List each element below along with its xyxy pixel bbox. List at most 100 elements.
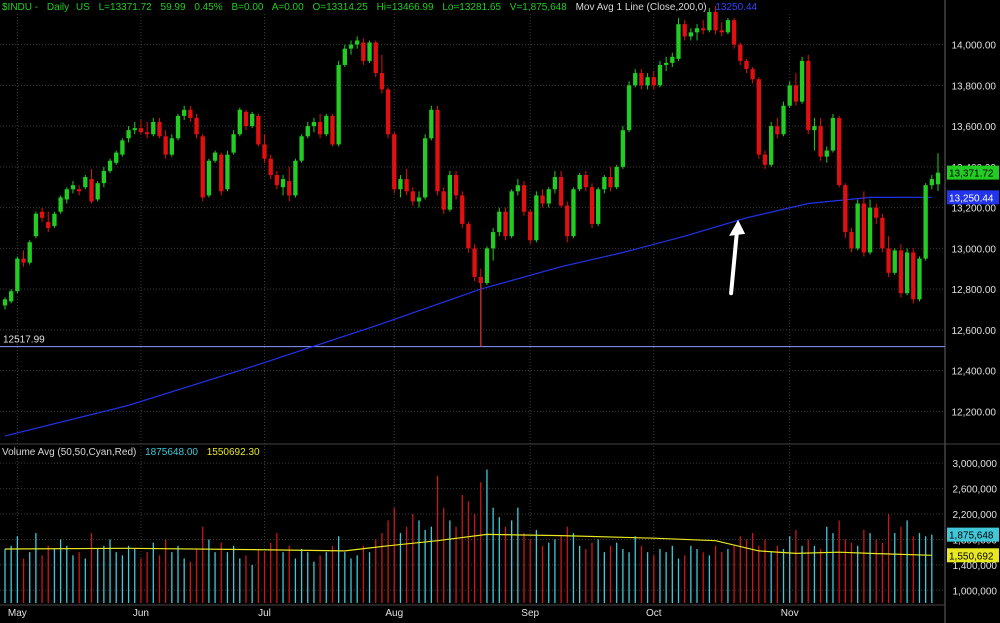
- candle-body: [731, 20, 737, 45]
- candle-body: [95, 183, 100, 200]
- candle-body: [447, 175, 453, 210]
- candle-body: [929, 179, 934, 186]
- candle-body: [725, 20, 731, 33]
- candle-body: [404, 179, 409, 192]
- candle-body: [657, 64, 663, 86]
- candle-body: [441, 191, 446, 210]
- candle-body: [188, 109, 193, 118]
- candle-body: [299, 136, 304, 161]
- candle-body: [317, 122, 323, 135]
- candle-body: [713, 11, 718, 31]
- candle-body: [558, 177, 564, 206]
- price-tick-label: 13,800.00: [952, 81, 997, 92]
- candle-body: [410, 191, 415, 202]
- price-tick-label: 12,800.00: [952, 285, 997, 296]
- volume-flag-label: 1,550,692: [949, 551, 994, 562]
- candle-body: [769, 126, 774, 165]
- candle-body: [904, 252, 910, 294]
- candle-body: [70, 185, 76, 190]
- candle-body: [64, 189, 69, 200]
- candle-body: [849, 232, 854, 249]
- month-label: Oct: [646, 608, 662, 619]
- candle-body: [867, 207, 873, 253]
- candle-body: [898, 250, 904, 294]
- candle-body: [540, 195, 545, 204]
- price-tick-label: 12,600.00: [952, 326, 997, 337]
- candle-body: [194, 117, 199, 135]
- candle-body: [682, 24, 687, 37]
- candle-body: [435, 109, 440, 192]
- header-symbol: $INDU: [2, 2, 33, 13]
- candle-body: [293, 160, 298, 196]
- candle-body: [107, 160, 113, 171]
- candle-body: [806, 60, 811, 131]
- volume-header: Volume Avg (50,50,Cyan,Red) 1875648.00 1…: [2, 447, 266, 458]
- candle-body: [577, 175, 582, 190]
- volume-average-line: [4, 533, 932, 556]
- candle-body: [83, 177, 88, 188]
- candle-body: [268, 158, 273, 176]
- candle-body: [27, 242, 32, 263]
- candle-body: [2, 299, 8, 306]
- candle-body: [21, 258, 26, 263]
- candle-body: [342, 48, 347, 65]
- candle-body: [126, 130, 131, 139]
- candle-body: [355, 40, 360, 45]
- header-a: A=0.00: [271, 2, 304, 13]
- candle-body: [163, 136, 168, 155]
- candle-body: [824, 150, 829, 157]
- candle-body: [385, 89, 391, 135]
- candle-body: [923, 185, 928, 259]
- candle-body: [855, 203, 860, 249]
- candle-body: [490, 232, 496, 249]
- volume-tick-label: 1,000,000: [953, 586, 998, 597]
- candle-body: [874, 207, 879, 218]
- candle-body: [861, 203, 867, 253]
- month-label: Jul: [258, 608, 271, 619]
- header-open: O=13314.25: [312, 2, 368, 13]
- candle-body: [707, 11, 712, 31]
- candle-body: [663, 62, 669, 65]
- price-tick-label: 12,400.00: [952, 367, 997, 378]
- candle-body: [917, 258, 922, 300]
- candle-body: [830, 117, 836, 151]
- candle-body: [305, 126, 310, 137]
- candle-body: [311, 122, 317, 127]
- candle-body: [89, 179, 94, 202]
- header-high: Hi=13466.99: [376, 2, 434, 13]
- candle-body: [114, 152, 119, 163]
- candle-body: [565, 205, 570, 237]
- price-header: $INDU - Daily US L=13371.72 59.99 0.45% …: [2, 2, 758, 13]
- candle-body: [262, 144, 267, 159]
- month-label: Sep: [521, 608, 539, 619]
- candle-body: [460, 195, 465, 224]
- price-tick-label: 13,000.00: [952, 244, 997, 255]
- volume-flag-label: 1,875,648: [949, 531, 994, 542]
- header-exchange: US: [75, 2, 90, 13]
- candle-body: [676, 24, 681, 59]
- candle-body: [744, 60, 749, 70]
- volume-tick-label: 3,000,000: [953, 459, 998, 470]
- candle-body: [626, 85, 632, 131]
- candle-body: [472, 248, 477, 277]
- header-change: 59.99: [160, 2, 186, 13]
- candle-body: [818, 126, 823, 157]
- candle-body: [886, 248, 891, 273]
- candle-body: [429, 109, 434, 139]
- volume-flag: [947, 548, 999, 563]
- candle-body: [534, 195, 539, 241]
- candle-body: [596, 189, 601, 224]
- candle-body: [175, 115, 181, 139]
- volume-flag: [947, 527, 999, 542]
- month-label: Jun: [133, 608, 149, 619]
- candle-body: [552, 177, 558, 190]
- volume-tick-label: 1,400,000: [953, 561, 998, 572]
- candle-body: [843, 185, 848, 233]
- candle-body: [225, 154, 230, 190]
- candle-body: [212, 152, 218, 161]
- candle-body: [144, 132, 150, 135]
- candle-body: [836, 117, 842, 186]
- candle-body: [620, 130, 626, 167]
- header-ma-label: Mov Avg 1 Line (Close,200,0): [575, 2, 707, 13]
